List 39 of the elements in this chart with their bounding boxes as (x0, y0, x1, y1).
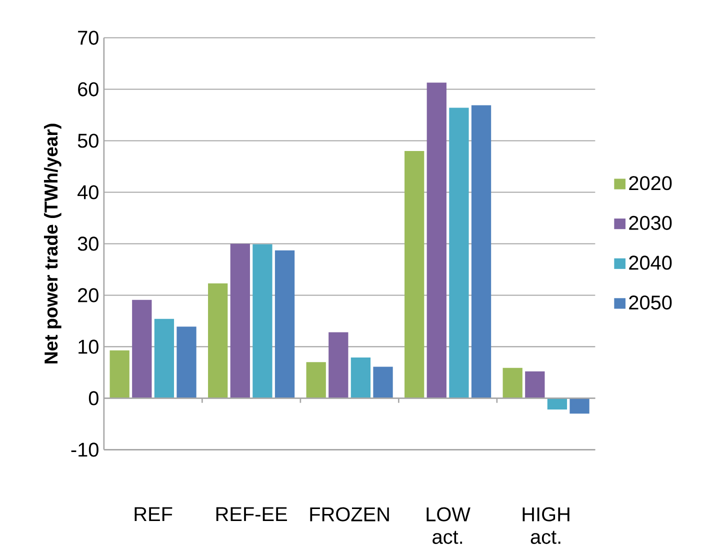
x-tick-label: REF (134, 507, 172, 521)
x-tick-label: FROZEN (310, 507, 389, 522)
bar (373, 366, 393, 398)
y-tick-label: -10 (71, 442, 98, 457)
bar (252, 244, 272, 398)
bar (154, 318, 174, 398)
bar (176, 326, 196, 398)
bar (208, 283, 228, 398)
legend-label: 2020 (629, 176, 672, 190)
bar (449, 108, 469, 398)
bar (274, 250, 295, 398)
bar (110, 350, 130, 398)
bar (471, 105, 492, 398)
y-tick-label: 30 (78, 236, 98, 251)
bar (426, 82, 446, 398)
bar (350, 357, 371, 398)
y-tick-label: 0 (88, 390, 98, 406)
x-tick-label: LOW act. (426, 507, 470, 544)
legend-label: 2030 (629, 216, 672, 230)
x-tick-label: HIGH act. (522, 507, 570, 544)
bar (328, 332, 348, 398)
legend-label: 2040 (629, 255, 672, 270)
x-tick-label: REF-EE (216, 507, 287, 521)
y-axis-title: Net power trade (TWh/year) (44, 124, 62, 364)
y-tick-label: 60 (78, 82, 98, 96)
y-tick-label: 10 (78, 339, 98, 354)
bar (525, 371, 545, 398)
bar (306, 362, 326, 398)
bar (570, 398, 590, 414)
bar (132, 300, 152, 398)
y-tick-label: 40 (78, 185, 98, 200)
y-tick-label: 20 (78, 288, 98, 302)
bar (230, 244, 250, 398)
bar (547, 398, 568, 410)
y-tick-label: 50 (78, 134, 98, 148)
y-tick-label: 70 (78, 30, 98, 45)
bar (404, 150, 424, 398)
bar (502, 368, 522, 398)
legend-label: 2050 (629, 295, 672, 310)
